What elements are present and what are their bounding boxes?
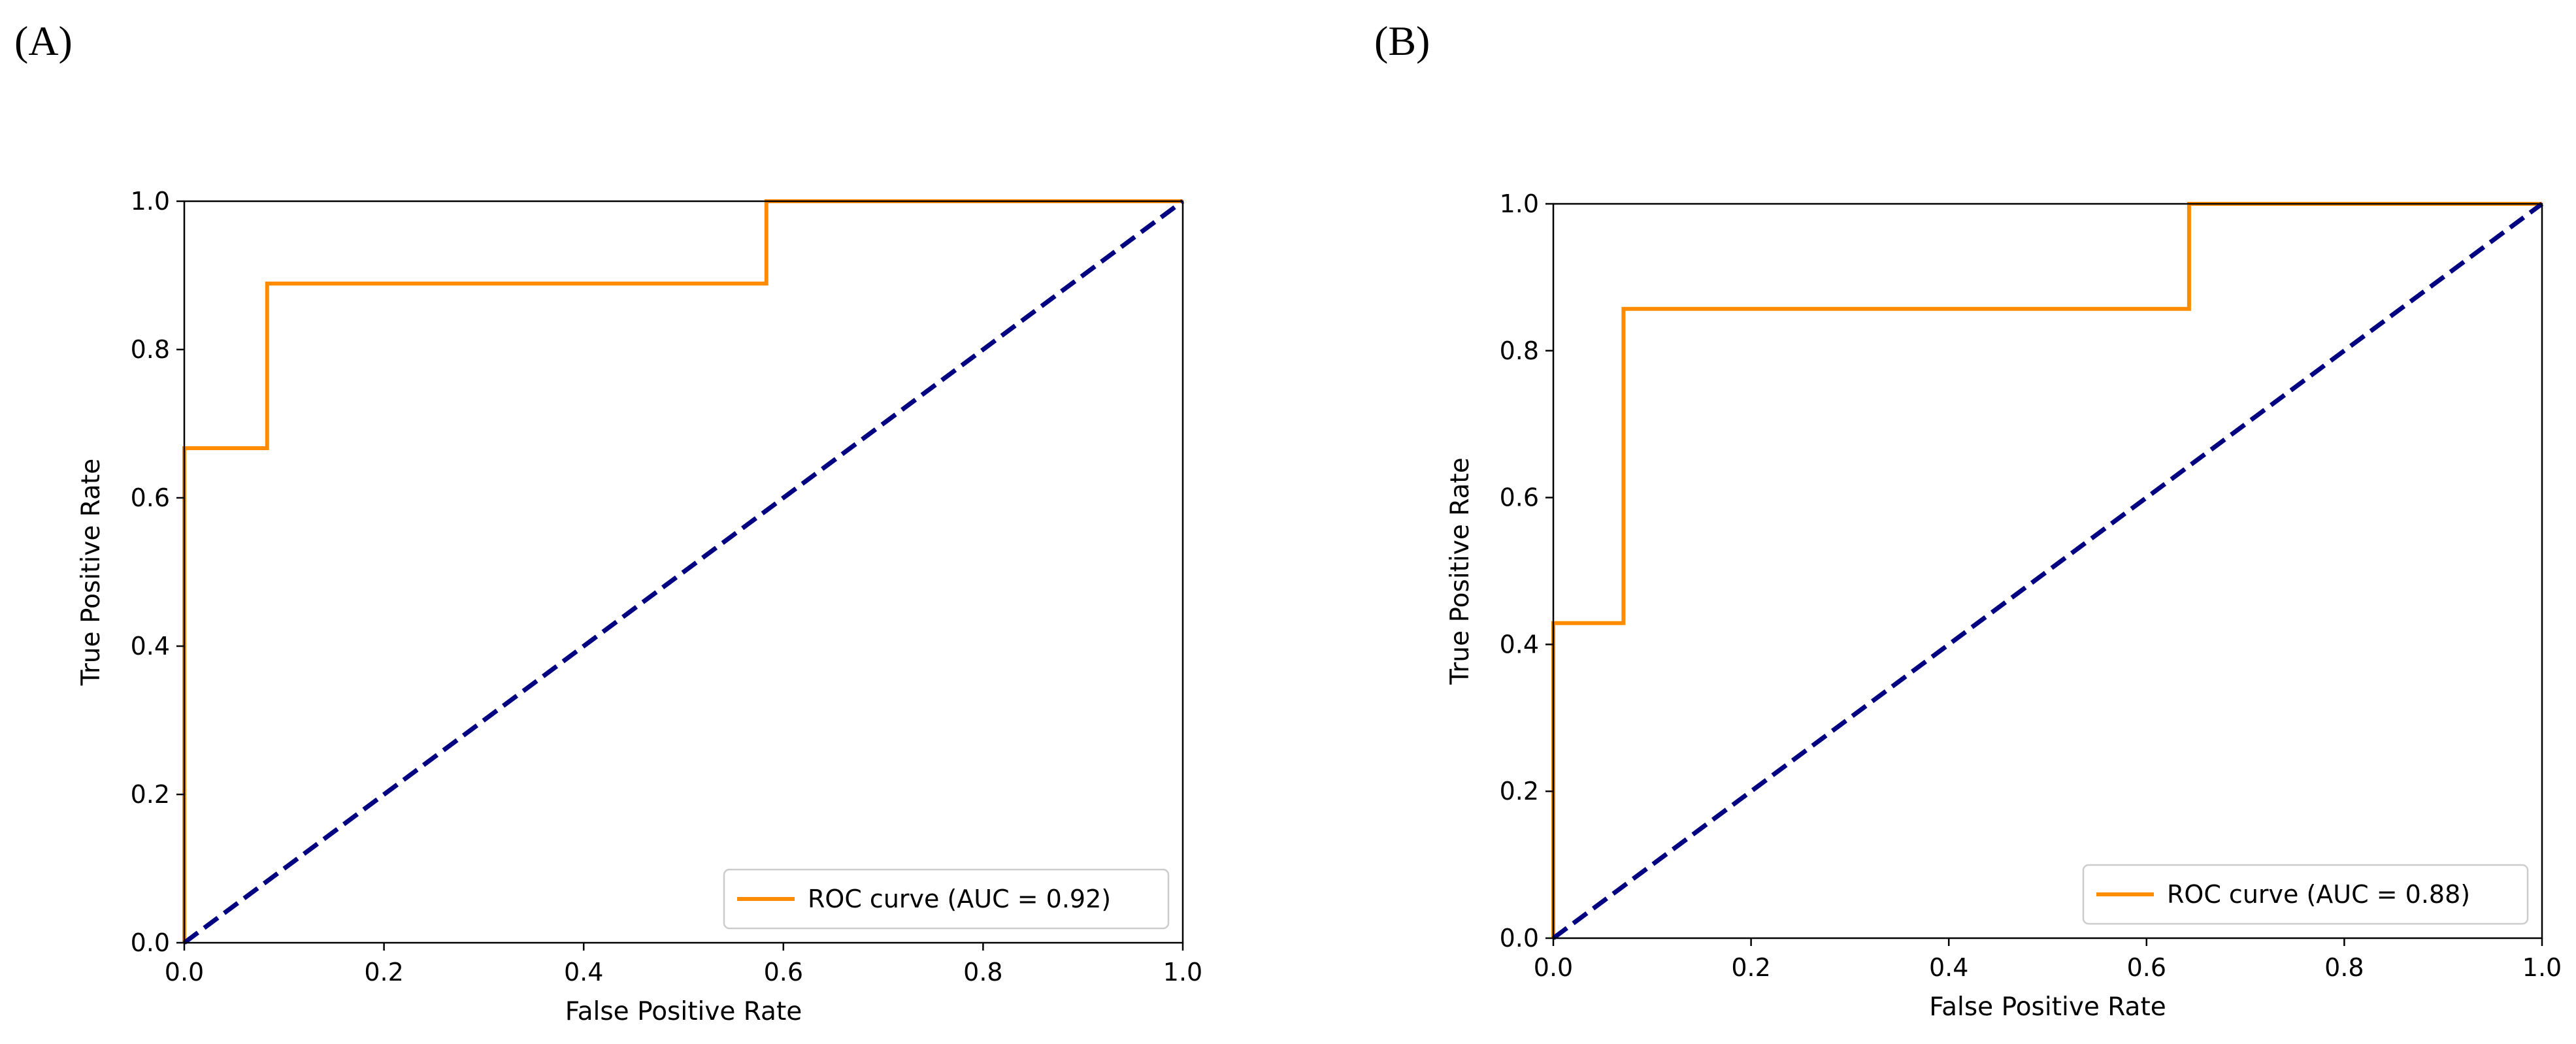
y-tick-label: 0.6 xyxy=(1500,483,1539,512)
y-tick-label: 0.0 xyxy=(131,928,170,957)
y-tick-label: 0.8 xyxy=(131,335,170,364)
y-tick-label: 1.0 xyxy=(1500,189,1539,218)
x-tick-label: 0.8 xyxy=(963,958,1002,987)
panel-label-b: (B) xyxy=(1374,18,1430,64)
x-tick-label: 0.4 xyxy=(564,958,603,987)
y-axis-label: True Positive Rate xyxy=(1445,457,1475,685)
x-axis-label: False Positive Rate xyxy=(565,997,802,1026)
legend-box xyxy=(723,868,1170,930)
chance-diagonal-line xyxy=(1551,202,2544,940)
plot-frame xyxy=(1552,203,2543,939)
x-tick-label: 0.6 xyxy=(2127,953,2166,982)
chart-0: 0.0 0.2 0.4 0.6 0.8 1.0 0.0 0.2 0.4 0.6 0.8 1.0 Fals… xyxy=(76,187,1202,1026)
y-tick-label: 0.8 xyxy=(1500,336,1539,365)
y-tick-label: 0.6 xyxy=(131,483,170,512)
plot-frame xyxy=(183,200,1184,944)
x-tick-label: 0.2 xyxy=(1731,953,1770,982)
x-tick-label: 1.0 xyxy=(2522,953,2562,982)
y-tick-label: 0.2 xyxy=(1500,777,1539,806)
legend-label: ROC curve (AUC = 0.92) xyxy=(808,885,1111,913)
x-tick-label: 0.0 xyxy=(165,958,204,987)
legend-label: ROC curve (AUC = 0.88) xyxy=(2167,880,2470,909)
x-tick-label: 1.0 xyxy=(1163,958,1202,987)
x-axis-label: False Positive Rate xyxy=(1929,992,2166,1022)
chart-1: 0.0 0.2 0.4 0.6 0.8 1.0 0.0 0.2 0.4 0.6 0.8 1.0 Fals… xyxy=(1445,189,2562,1022)
y-tick-label: 0.4 xyxy=(131,632,170,661)
legend-box xyxy=(2082,864,2529,925)
panel-label-a: (A) xyxy=(14,18,73,64)
x-tick-label: 0.6 xyxy=(764,958,803,987)
y-tick-label: 0.0 xyxy=(1500,924,1539,953)
x-tick-label: 0.4 xyxy=(1929,953,1968,982)
y-tick-label: 1.0 xyxy=(131,187,170,216)
y-tick-label: 0.2 xyxy=(131,780,170,809)
chance-diagonal-line xyxy=(182,199,1185,945)
y-tick-label: 0.4 xyxy=(1500,630,1539,659)
y-axis-label: True Positive Rate xyxy=(76,459,106,686)
x-tick-label: 0.8 xyxy=(2324,953,2364,982)
x-tick-label: 0.2 xyxy=(364,958,403,987)
x-tick-label: 0.0 xyxy=(1534,953,1573,982)
